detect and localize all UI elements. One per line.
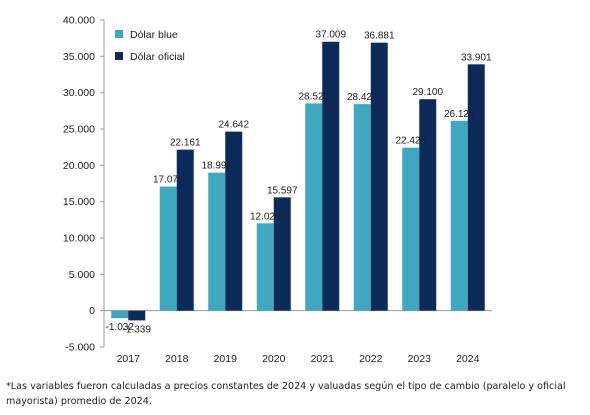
bar-dolar-oficial-2022 (370, 42, 388, 311)
x-tick-label: 2023 (408, 353, 432, 365)
data-label: 22.161 (170, 138, 201, 149)
bar-dolar-oficial-2017 (128, 310, 146, 321)
y-tick-label: 0 (89, 305, 95, 317)
bar-dolar-blue-2023 (402, 147, 420, 311)
y-tick-label: 35.000 (63, 51, 95, 63)
bar-dolar-blue-2020 (256, 223, 274, 311)
data-label: 28.422 (347, 92, 378, 103)
data-label: 36.881 (364, 31, 395, 42)
x-tick-label: 2017 (117, 353, 141, 365)
x-tick-label: 2021 (311, 353, 335, 365)
data-label: 24.642 (218, 120, 249, 131)
legend-swatch (115, 52, 123, 60)
y-tick-label: 15.000 (63, 196, 95, 208)
data-label: 12.020 (250, 211, 281, 222)
data-label: 29.100 (412, 87, 443, 98)
bar-dolar-blue-2019 (208, 172, 226, 311)
bar-chart: -5.000 0 5.000 10.000 15.000 20.000 25.000 30.0… (63, 15, 492, 365)
data-label: 33.901 (461, 52, 492, 63)
y-tick-label: 20.000 (63, 160, 95, 172)
legend-label: Dólar oficial (130, 51, 185, 63)
y-tick-label: 30.000 (63, 87, 95, 99)
x-tick-label: 2024 (456, 353, 480, 365)
x-tick-label: 2018 (165, 353, 189, 365)
y-tick-label: 25.000 (63, 124, 95, 136)
data-label: -1.032 (106, 322, 135, 333)
data-label: 26.126 (444, 109, 475, 120)
y-axis-ticks: -5.000 0 5.000 10.000 15.000 20.000 25.000 30.0… (63, 15, 104, 354)
data-label: -1.339 (123, 324, 152, 335)
data-label: 28.521 (298, 91, 329, 102)
legend: Dólar blue Dólar oficial (115, 29, 185, 63)
bar-dolar-oficial-2020 (273, 197, 291, 311)
x-tick-label: 2022 (359, 353, 383, 365)
bar-dolar-oficial-2024 (467, 64, 485, 311)
footnote: *Las variables fueron calculadas a preci… (6, 381, 566, 407)
y-tick-label: 5.000 (69, 269, 95, 281)
data-labels: -1.032 17.078 18.990 12.020 28.521 28.422 22.4… (106, 30, 492, 336)
data-label: 18.990 (201, 161, 232, 172)
data-label: 22.426 (395, 136, 426, 147)
y-tick-label: 10.000 (63, 233, 95, 245)
bar-dolar-blue-2024 (450, 120, 468, 311)
x-tick-label: 2020 (262, 353, 286, 365)
x-axis-ticks: 2017 2018 2019 2020 2021 2022 2023 2024 (117, 353, 480, 365)
x-tick-label: 2019 (214, 353, 238, 365)
data-label: 15.597 (267, 185, 298, 196)
bar-dolar-oficial-2019 (225, 131, 243, 311)
bar-dolar-blue-2021 (305, 103, 323, 311)
bars (111, 41, 485, 321)
data-label: 17.078 (153, 175, 184, 186)
legend-label: Dólar blue (130, 29, 178, 41)
y-tick-label: -5.000 (65, 342, 95, 354)
bar-dolar-oficial-2018 (176, 149, 194, 311)
bar-dolar-blue-2022 (353, 104, 371, 311)
data-label: 37.009 (315, 30, 346, 41)
bar-dolar-oficial-2023 (419, 99, 437, 311)
bar-dolar-blue-2017 (111, 310, 129, 319)
y-tick-label: 40.000 (63, 15, 95, 27)
legend-swatch (115, 30, 123, 38)
bar-dolar-oficial-2021 (322, 41, 340, 311)
bar-dolar-blue-2018 (159, 186, 177, 311)
